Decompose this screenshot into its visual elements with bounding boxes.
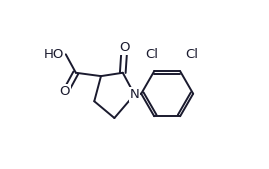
Text: Cl: Cl (185, 48, 199, 61)
Text: Cl: Cl (145, 48, 158, 61)
Text: HO: HO (44, 48, 64, 61)
Text: O: O (60, 85, 70, 98)
Text: N: N (130, 88, 139, 101)
Text: O: O (119, 41, 130, 54)
